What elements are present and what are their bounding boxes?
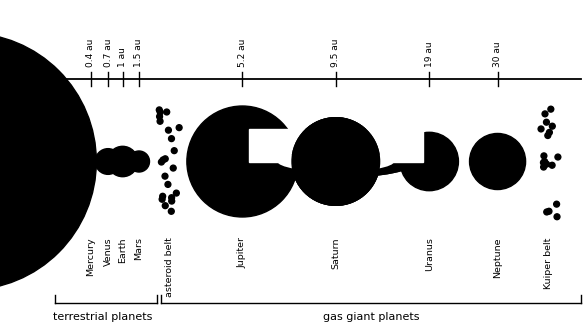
Text: 0.7 au: 0.7 au — [103, 38, 113, 67]
Ellipse shape — [470, 133, 526, 190]
Ellipse shape — [160, 157, 166, 163]
Text: Neptune: Neptune — [493, 237, 502, 278]
Ellipse shape — [162, 156, 168, 162]
Ellipse shape — [277, 151, 394, 172]
Ellipse shape — [171, 165, 176, 171]
Ellipse shape — [128, 151, 150, 172]
Text: asteroid belt: asteroid belt — [165, 237, 174, 297]
Ellipse shape — [541, 153, 547, 159]
Text: Earth: Earth — [118, 237, 127, 263]
Ellipse shape — [95, 149, 121, 174]
Ellipse shape — [542, 111, 548, 117]
Ellipse shape — [549, 162, 555, 168]
Text: 9.5 au: 9.5 au — [331, 38, 340, 67]
Bar — [249, 129, 423, 162]
Ellipse shape — [541, 160, 547, 165]
Ellipse shape — [292, 118, 380, 205]
Ellipse shape — [157, 114, 162, 120]
Text: Kuiper belt: Kuiper belt — [544, 237, 554, 289]
Text: 1 au: 1 au — [118, 47, 127, 67]
Text: 5.2 au: 5.2 au — [238, 38, 247, 67]
Text: 19 au: 19 au — [425, 41, 434, 67]
Ellipse shape — [292, 118, 380, 205]
Text: 1.5 au: 1.5 au — [134, 38, 144, 67]
Ellipse shape — [158, 159, 164, 165]
Ellipse shape — [160, 193, 166, 199]
Ellipse shape — [84, 154, 98, 169]
Ellipse shape — [544, 119, 550, 125]
Ellipse shape — [164, 109, 169, 115]
Ellipse shape — [107, 146, 138, 177]
Ellipse shape — [165, 182, 171, 187]
Ellipse shape — [554, 214, 560, 220]
Ellipse shape — [169, 198, 175, 204]
Text: 0.4 au: 0.4 au — [86, 38, 95, 67]
Ellipse shape — [169, 195, 175, 201]
Text: terrestrial planets: terrestrial planets — [53, 312, 152, 322]
Ellipse shape — [169, 136, 175, 141]
Ellipse shape — [544, 209, 550, 215]
Ellipse shape — [400, 132, 458, 191]
Text: Mercury: Mercury — [86, 237, 95, 276]
Text: gas giant planets: gas giant planets — [322, 312, 419, 322]
Text: Venus: Venus — [103, 237, 113, 266]
Ellipse shape — [162, 173, 168, 179]
Ellipse shape — [173, 190, 179, 196]
Ellipse shape — [548, 106, 554, 112]
Ellipse shape — [159, 196, 165, 202]
Ellipse shape — [171, 148, 177, 153]
Ellipse shape — [187, 106, 298, 217]
Text: 30 au: 30 au — [493, 41, 502, 67]
Ellipse shape — [0, 33, 96, 290]
Text: Uranus: Uranus — [425, 237, 434, 271]
Ellipse shape — [157, 107, 162, 113]
Ellipse shape — [546, 208, 552, 214]
Ellipse shape — [255, 145, 417, 178]
Ellipse shape — [545, 133, 551, 139]
Ellipse shape — [555, 154, 561, 160]
Ellipse shape — [292, 118, 380, 205]
Ellipse shape — [544, 161, 550, 167]
Ellipse shape — [165, 127, 171, 133]
Text: Saturn: Saturn — [331, 237, 340, 269]
Ellipse shape — [542, 159, 548, 164]
Ellipse shape — [255, 145, 417, 178]
Ellipse shape — [176, 125, 182, 130]
Ellipse shape — [168, 208, 174, 214]
Ellipse shape — [550, 123, 555, 129]
Text: Mars: Mars — [134, 237, 144, 260]
Ellipse shape — [157, 109, 163, 115]
Text: Jupiter: Jupiter — [238, 237, 247, 268]
Ellipse shape — [157, 118, 163, 124]
Ellipse shape — [547, 130, 552, 135]
Ellipse shape — [538, 126, 544, 132]
Ellipse shape — [162, 203, 168, 209]
Ellipse shape — [554, 201, 559, 207]
Ellipse shape — [277, 151, 394, 172]
Ellipse shape — [541, 164, 547, 170]
